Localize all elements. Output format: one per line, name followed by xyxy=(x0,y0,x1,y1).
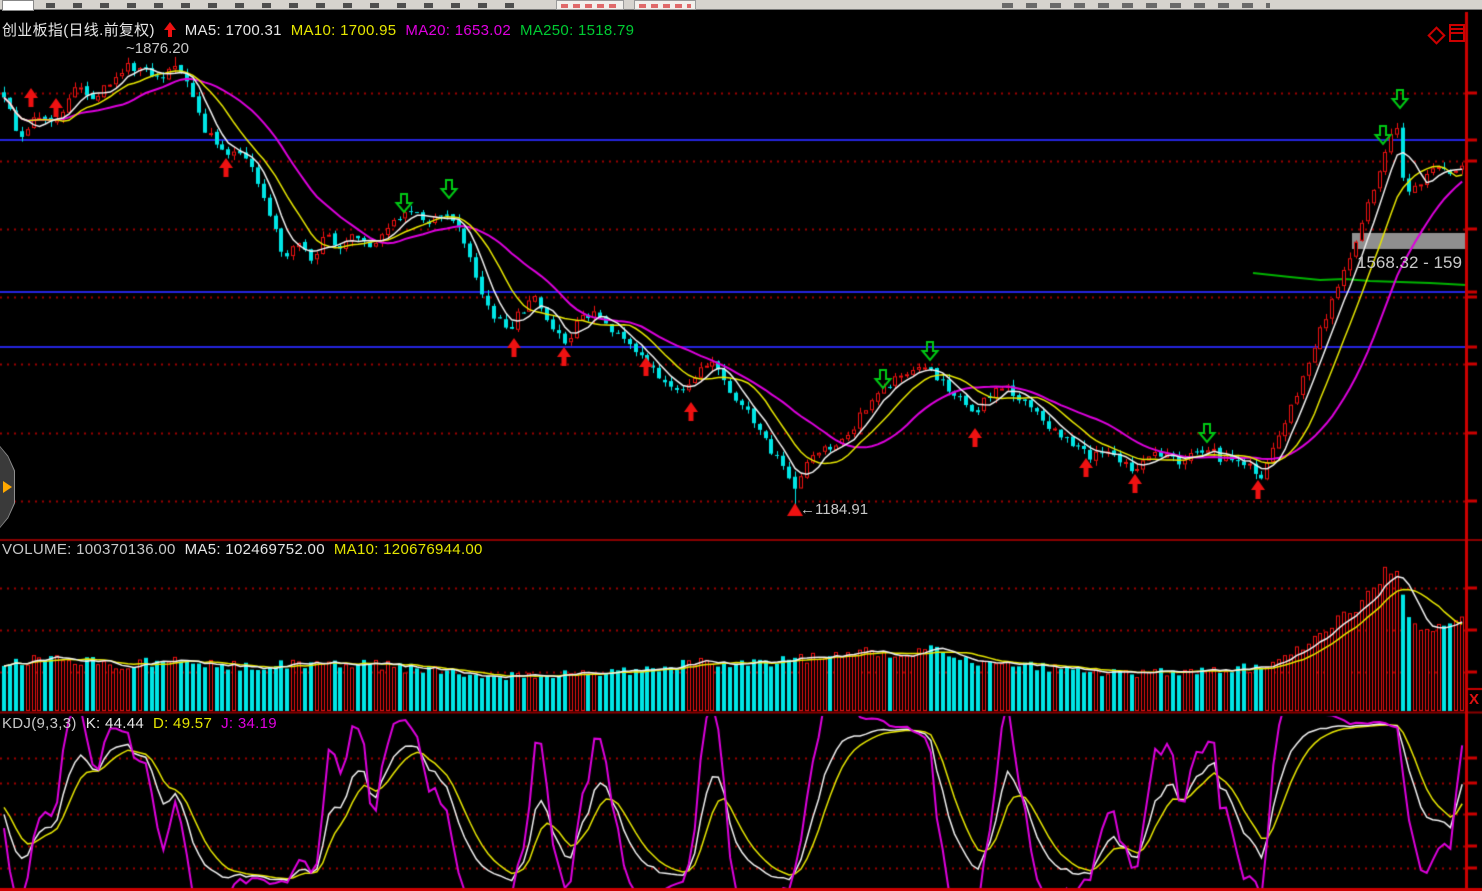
ma250-value: MA250: 1518.79 xyxy=(520,22,635,39)
close-pane-button[interactable]: X xyxy=(1469,691,1480,708)
volume-ma10-value: MA10: 120676944.00 xyxy=(333,541,483,558)
price-range-label: 1568.32 - 159 xyxy=(1357,253,1462,272)
quote-value-clipped xyxy=(639,4,691,8)
quote-box-1[interactable] xyxy=(556,0,624,10)
app-icon[interactable] xyxy=(2,0,34,11)
symbol-title: 创业板指(日线.前复权) xyxy=(2,22,155,39)
status-text-clipped xyxy=(1002,3,1270,8)
high-annotation: ~1876.20 xyxy=(126,40,189,57)
window-layout-icon[interactable] xyxy=(1449,24,1465,42)
ma20-value: MA20: 1653.02 xyxy=(405,22,512,39)
menubar xyxy=(0,0,1482,11)
menu-items-clipped[interactable] xyxy=(46,3,532,8)
kdj-header: KDJ(9,3,3) K: 44.44 D: 49.57 J: 34.19 xyxy=(2,715,286,732)
left-panel-expander[interactable] xyxy=(0,446,15,528)
low-annotation: ←1184.91 xyxy=(800,501,869,518)
kdj-k-value: K: 44.44 xyxy=(85,715,144,732)
ma5-value: MA5: 1700.31 xyxy=(184,22,282,39)
kdj-d-value: D: 49.57 xyxy=(152,715,213,732)
volume-header: VOLUME: 100370136.00 MA5: 102469752.00 MA1… xyxy=(2,541,492,558)
volume-value: VOLUME: 100370136.00 xyxy=(2,541,176,558)
ma10-value: MA10: 1700.95 xyxy=(290,22,397,39)
main-chart-header: 创业板指(日线.前复权) MA5: 1700.31 MA10: 1700.95 MA2… xyxy=(2,19,643,40)
up-arrow-icon xyxy=(163,22,176,37)
quote-value-clipped xyxy=(561,4,619,8)
quote-box-2[interactable] xyxy=(634,0,696,10)
volume-ma5-value: MA5: 102469752.00 xyxy=(184,541,325,558)
kdj-j-value: J: 34.19 xyxy=(221,715,277,732)
kdj-label: KDJ(9,3,3) xyxy=(2,715,77,732)
expand-arrow-icon xyxy=(3,481,12,493)
